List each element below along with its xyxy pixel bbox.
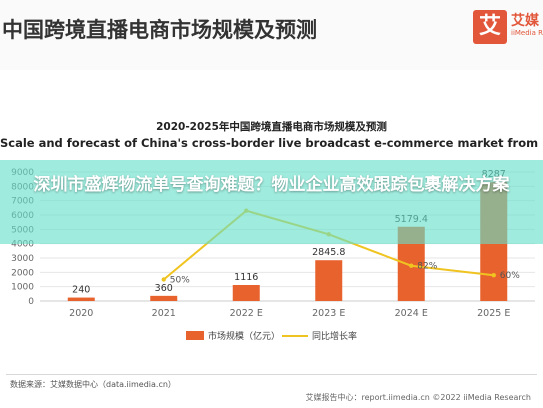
logo-subtitle: iiMedia R... <box>511 29 543 37</box>
bar-value-label: 1116 <box>234 272 258 283</box>
growth-rate-label: 60% <box>500 271 520 281</box>
bar-value-label: 240 <box>72 285 90 296</box>
legend-bar-label: 市场规模（亿元） <box>208 332 281 342</box>
bar <box>67 297 95 301</box>
report-title: 中国跨境直播电商市场规模及预测 <box>2 18 317 42</box>
growth-rate-point <box>161 277 166 282</box>
legend-line-label: 同比增长率 <box>312 332 358 342</box>
growth-rate-label: 50% <box>170 276 190 286</box>
growth-rate-point <box>491 273 496 278</box>
legend-line-swatch <box>282 335 308 337</box>
overlay-banner <box>0 160 543 244</box>
bar-value-label: 2845.8 <box>312 247 345 258</box>
y-tick-label: 3000 <box>11 254 34 264</box>
bar <box>315 260 343 301</box>
report-header: 中国跨境直播电商市场规模及预测 艾 艾媒 iiMedia R... <box>0 0 543 70</box>
growth-rate-point <box>409 263 414 268</box>
y-tick-label: 4000 <box>11 240 34 250</box>
y-tick-label: 0 <box>28 297 34 307</box>
logo-name: 艾媒 <box>511 13 539 29</box>
bar <box>232 285 260 301</box>
bar <box>150 295 178 301</box>
x-tick-label: 2021 <box>152 308 176 319</box>
x-tick-label: 2024 E <box>395 308 428 319</box>
legend-bar-swatch <box>186 331 204 340</box>
footer-source: 数据来源：艾媒数据中心（data.iimedia.cn） <box>10 380 176 389</box>
x-tick-label: 2023 E <box>312 308 345 319</box>
chart-title-english: Scale and forecast of China's cross-bord… <box>0 136 543 150</box>
footer-divider <box>6 374 537 375</box>
x-tick-label: 2020 <box>69 308 93 319</box>
growth-rate-label: 82% <box>417 262 437 272</box>
y-tick-label: 2000 <box>11 268 34 278</box>
iimedia-logo-icon: 艾 <box>473 10 507 44</box>
overlay-headline: 深圳市盛辉物流单号查询难题？物业企业高效跟踪包裹解决方案 <box>33 175 510 195</box>
chart-title-chinese: 2020-2025年中国跨境直播电商市场规模及预测 <box>156 121 387 133</box>
footer-copyright: 艾媒报告中心：report.iimedia.cn ©2022 iiMedia R… <box>305 393 531 402</box>
x-tick-label: 2022 E <box>230 308 263 319</box>
x-tick-label: 2025 E <box>477 308 510 319</box>
bar-value-label: 360 <box>155 283 173 294</box>
y-tick-label: 1000 <box>11 283 34 293</box>
